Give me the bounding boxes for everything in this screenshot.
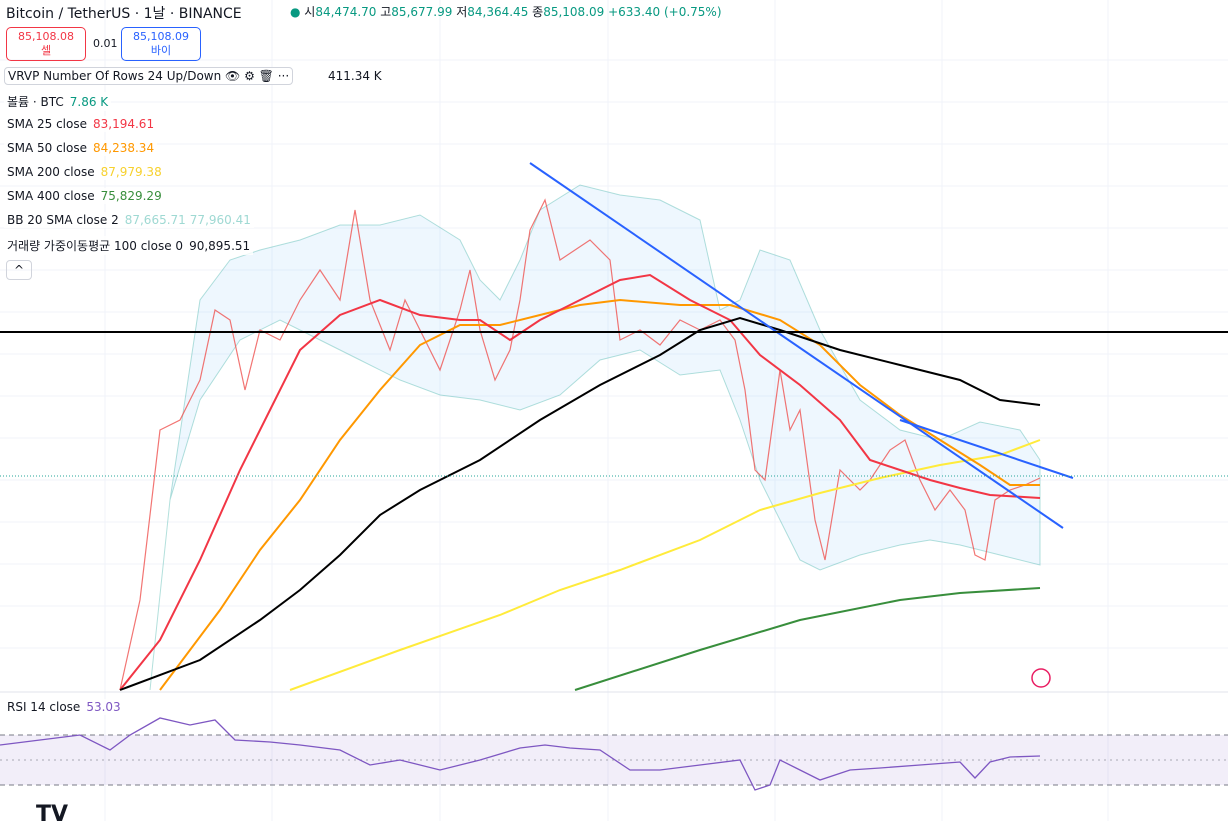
- price: [119, 198, 1041, 691]
- logo: TV: [36, 802, 68, 821]
- sma25-label: SMA 25 close 83,194.61: [4, 116, 158, 132]
- vwma-100: [119, 316, 1041, 691]
- text: 고: [380, 5, 392, 19]
- sma-25: [119, 273, 1041, 691]
- text: RSI 14 close: [7, 700, 81, 714]
- text: 90,895.51: [189, 239, 251, 253]
- text: 84,238.34: [93, 141, 155, 155]
- vwma-label: 거래량 가중이동평균 100 close 0 90,895.51: [4, 236, 254, 255]
- sell-button[interactable]: 85,108.08 셀: [6, 27, 86, 61]
- text: 83,194.61: [93, 117, 155, 131]
- bollinger-band: [149, 184, 1041, 691]
- sma-200: [289, 439, 1041, 691]
- text: SMA 200 close: [7, 165, 95, 179]
- trend-line: [899, 419, 1074, 479]
- volume-label: 볼륨 · BTC 7.86 K: [4, 92, 112, 111]
- text: SMA 50 close: [7, 141, 87, 155]
- sma50-label: SMA 50 close 84,238.34: [4, 140, 158, 156]
- text: 85,108.09: [543, 5, 605, 19]
- text: 셀: [40, 44, 52, 57]
- ohlc: ● 시84,474.70 고85,677.99 저84,364.45 종85,1…: [290, 5, 722, 19]
- text: 84,364.45: [467, 5, 529, 19]
- bb-label: BB 20 SMA close 2 87,665.71 77,960.41: [4, 212, 254, 228]
- text: SMA 25 close: [7, 117, 87, 131]
- text: 53.03: [86, 700, 121, 714]
- vrvp-label[interactable]: VRVP Number Of Rows 24 Up/Down 👁 ⚙ 🗑 ···: [4, 67, 294, 85]
- alert-icon[interactable]: [1031, 668, 1051, 688]
- text: SMA 400 close: [7, 189, 95, 203]
- text: 거래량 가중이동평균 100 close 0: [7, 239, 184, 253]
- text: +633.40 (+0.75%): [608, 5, 722, 19]
- text: 85,108.08: [18, 30, 74, 43]
- rsi-line: [0, 717, 1041, 791]
- sma200-label: SMA 200 close 87,979.38: [4, 164, 165, 180]
- text: 75,829.29: [100, 189, 162, 203]
- text: 저: [456, 5, 468, 19]
- text: 바이: [150, 44, 172, 57]
- collapse-button[interactable]: ^: [6, 260, 32, 280]
- buy-button[interactable]: 85,108.09 바이: [121, 27, 201, 61]
- text: 시: [304, 5, 316, 19]
- text: 84,474.70: [315, 5, 377, 19]
- text: 7.86 K: [69, 95, 109, 109]
- text: 85,108.09: [133, 30, 189, 43]
- text: 87,665.71: [124, 213, 186, 227]
- text: 종: [532, 5, 544, 19]
- sma-400: [574, 587, 1041, 691]
- text: 87,979.38: [100, 165, 162, 179]
- vrvp-value: 411.34 K: [328, 69, 382, 83]
- sma400-label: SMA 400 close 75,829.29: [4, 188, 165, 204]
- text: Bitcoin / TetherUS · 1날 · BINANCE: [6, 6, 242, 22]
- text: 볼륨 · BTC: [7, 95, 64, 109]
- text: 77,960.41: [189, 213, 251, 227]
- symbol: Bitcoin / TetherUS · 1날 · BINANCE: [6, 3, 242, 23]
- spread: 0.01: [93, 37, 118, 50]
- text: 85,677.99: [391, 5, 453, 19]
- text: BB 20 SMA close 2: [7, 213, 119, 227]
- rsi-label: RSI 14 close 53.03: [4, 699, 124, 715]
- text: VRVP Number Of Rows 24 Up/Down: [8, 69, 222, 83]
- trend-line: [529, 162, 1064, 529]
